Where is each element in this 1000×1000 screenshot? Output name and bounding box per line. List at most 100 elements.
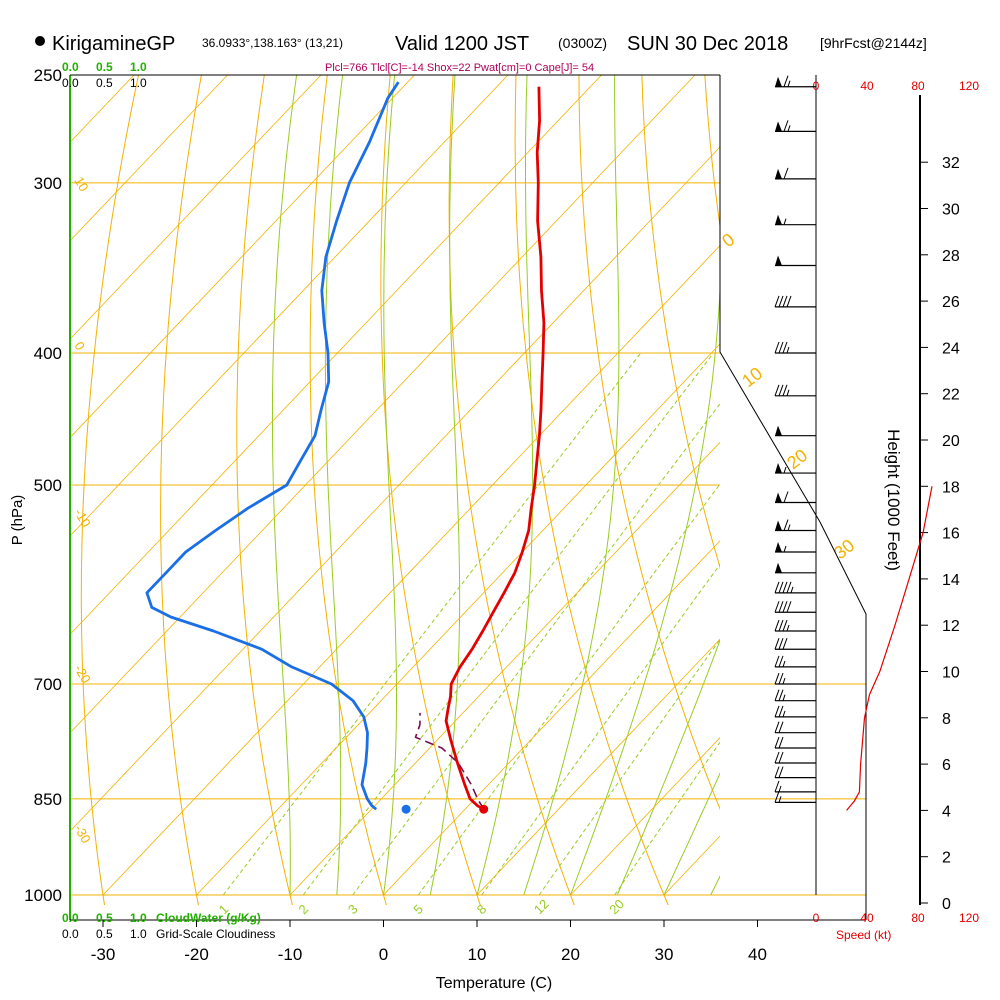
wind-barb-full: [774, 705, 780, 718]
height-tick-label: 10: [942, 665, 960, 682]
wind-barb: [775, 120, 816, 132]
wind-barb-full: [778, 581, 784, 594]
height-tick-label: 14: [942, 572, 960, 589]
speed-scale-bottom-label: 40: [860, 911, 874, 925]
height-tick-label: 18: [942, 479, 960, 496]
isotherm-label: 30: [830, 535, 858, 563]
wind-barb-half: [782, 694, 786, 701]
wind-barb-pennant: [775, 425, 782, 436]
wind-barb-pennant: [775, 463, 782, 474]
wind-barb-half: [782, 677, 786, 685]
moist-adiabat-line: [476, 75, 534, 896]
temperature-surface-point: [479, 804, 489, 814]
wind-barb-pennant: [775, 255, 782, 266]
dry-adiabat-label: -20: [71, 662, 93, 686]
wind-barb-full: [774, 672, 780, 685]
wind-barb-full: [782, 384, 788, 396]
cloud-water-title: CloudWater (g/Kg): [156, 911, 261, 925]
wind-speed-curve: [846, 486, 933, 811]
x-axis-title: Temperature (C): [436, 975, 552, 992]
parcel-curve: [414, 712, 485, 810]
dry-adiabat-line: [309, 75, 387, 905]
mixing-ratio-label: 20: [606, 896, 627, 917]
wind-barb: [775, 167, 816, 180]
wind-barb: [774, 721, 816, 734]
wind-barb-full: [783, 491, 789, 503]
cloudiness-scale-label: 0.5: [96, 76, 113, 90]
wind-barb: [774, 619, 816, 632]
wind-barb-half: [778, 785, 782, 793]
speed-scale-top-label: 80: [911, 79, 925, 93]
speed-scale-title: Speed (kt): [836, 928, 891, 942]
wind-barb-full: [778, 689, 784, 701]
wind-barb-full: [774, 780, 780, 793]
pressure-tick-label: 700: [34, 675, 62, 694]
mixing-ratio-line: [614, 741, 720, 896]
x-tick-label: 0: [379, 945, 388, 964]
isotherm-label: 20: [783, 445, 811, 473]
wind-barb-full: [774, 619, 780, 632]
wind-barb-full: [774, 689, 780, 701]
dry-adiabat-line: [578, 75, 720, 811]
height-tick-label: 26: [942, 294, 960, 311]
wind-barb: [774, 705, 816, 718]
wind-barb-full: [778, 736, 784, 749]
wind-barb-full: [782, 619, 788, 632]
isotherm-line: [70, 75, 322, 340]
wind-barb-half: [783, 218, 787, 225]
cloud-water-scale-label: 1.0: [130, 911, 147, 925]
speed-scale-top-label: 0: [813, 79, 820, 93]
x-tick-label: -10: [278, 945, 303, 964]
wind-barb-pennant: [775, 214, 782, 225]
dry-adiabat-line: [80, 75, 140, 905]
mixing-ratio-label: 8: [474, 901, 490, 917]
station-coords: 36.0933°,138.163° (13,21): [202, 36, 343, 50]
dry-adiabat-line: [704, 75, 720, 230]
wind-layer: [774, 75, 933, 811]
wind-barb-full: [782, 638, 788, 650]
height-tick-label: 16: [942, 526, 960, 543]
wind-barb-full: [778, 766, 784, 778]
valid-date: SUN 30 Dec 2018: [627, 33, 788, 55]
pressure-tick-label: 500: [34, 476, 62, 495]
profile-layer: [145, 81, 546, 814]
wind-barb-full: [778, 705, 784, 718]
pressure-tick-label: 1000: [24, 886, 62, 905]
wind-barb-half: [786, 389, 790, 396]
wind-barb: [775, 425, 816, 437]
wind-barb: [774, 655, 816, 668]
wind-barb-full: [782, 581, 788, 594]
wind-barb-full: [786, 295, 792, 308]
wind-barb-half: [782, 710, 786, 718]
wind-barb-half: [787, 125, 791, 132]
wind-barb: [775, 542, 816, 553]
height-tick-label: 24: [942, 340, 960, 357]
height-tick-label: 6: [942, 757, 951, 774]
wind-barb-full: [774, 295, 780, 308]
cloud-water-scale-label: 0.0: [62, 60, 79, 74]
mixing-ratio-label: 3: [345, 901, 361, 917]
station-dot-icon: [35, 36, 45, 46]
wind-barb-full: [778, 619, 784, 632]
moist-adiabat-line: [324, 75, 344, 896]
wind-barb-full: [782, 341, 788, 354]
dewpoint-curve: [145, 81, 400, 811]
mixing-ratio-line: [352, 402, 720, 896]
wind-barb-full: [778, 384, 784, 396]
wind-barb-full: [778, 721, 784, 733]
cloudiness-scale-label: 1.0: [130, 76, 147, 90]
wind-barb-half: [787, 524, 791, 531]
speed-scale-top-label: 120: [959, 79, 979, 93]
wind-barb-full: [774, 341, 780, 354]
dry-adiabat-label: 10: [71, 174, 91, 194]
height-axis-title: Height (1000 Feet): [884, 429, 903, 571]
wind-barb-half: [786, 624, 790, 632]
isotherm-line: [70, 75, 415, 439]
cloud-water-scale-label: 0.0: [62, 911, 79, 925]
dry-adiabat-line: [160, 75, 202, 905]
y-axis-title: P (hPa): [9, 495, 26, 546]
wind-barb-full: [774, 791, 780, 803]
mixing-ratio-line: [417, 483, 720, 896]
